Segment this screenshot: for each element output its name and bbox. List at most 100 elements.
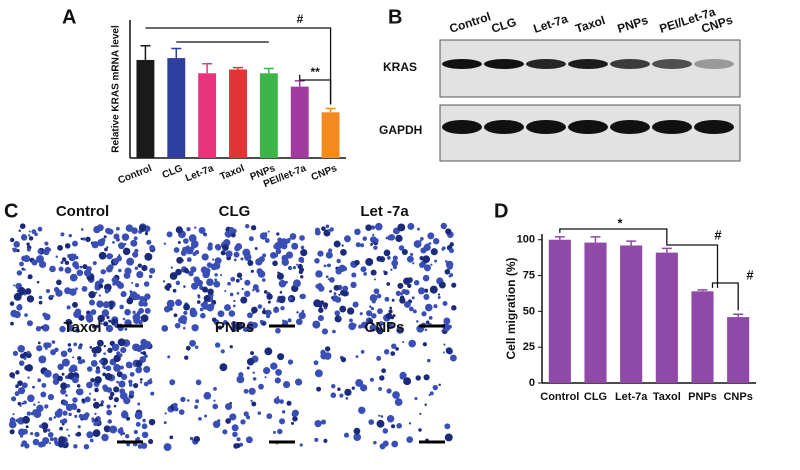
panel-letter: C bbox=[4, 200, 18, 222]
cell bbox=[118, 353, 123, 358]
y-axis-label: Cell migration (%) bbox=[504, 257, 518, 359]
cell bbox=[362, 236, 368, 241]
cell bbox=[207, 242, 213, 248]
cell bbox=[79, 265, 83, 269]
cell bbox=[302, 314, 305, 318]
cell bbox=[133, 229, 138, 234]
cell bbox=[144, 293, 151, 300]
blot-band bbox=[526, 59, 566, 69]
cell bbox=[111, 277, 118, 283]
cell bbox=[163, 242, 167, 245]
panel-letter: A bbox=[62, 6, 76, 28]
cell bbox=[373, 238, 379, 243]
cell bbox=[64, 243, 71, 249]
cell bbox=[441, 330, 444, 333]
cell bbox=[98, 294, 101, 297]
cell bbox=[229, 413, 237, 421]
cell bbox=[131, 281, 134, 285]
y-axis-label: Relative KRAS mRNA level bbox=[111, 25, 122, 153]
cell bbox=[243, 388, 249, 394]
x-tick-label: Let-7a bbox=[184, 163, 216, 184]
cell bbox=[261, 309, 267, 315]
cell bbox=[413, 279, 420, 286]
cell bbox=[220, 250, 226, 256]
cell bbox=[106, 246, 109, 249]
cell bbox=[169, 272, 178, 280]
cell bbox=[140, 351, 143, 354]
cell bbox=[278, 251, 281, 254]
cell bbox=[39, 441, 46, 448]
blot-band bbox=[694, 120, 734, 134]
x-tick-label: Taxol bbox=[218, 163, 246, 183]
blot-band bbox=[694, 59, 734, 69]
cell bbox=[124, 308, 131, 316]
cell bbox=[18, 287, 26, 295]
cell bbox=[417, 227, 420, 231]
cell bbox=[51, 294, 55, 298]
cell bbox=[66, 428, 69, 431]
cell bbox=[32, 385, 35, 389]
cell bbox=[133, 429, 139, 435]
cell bbox=[149, 267, 156, 274]
cell bbox=[275, 368, 282, 376]
blot-band bbox=[526, 120, 566, 134]
cell bbox=[427, 232, 435, 240]
cell bbox=[230, 232, 236, 238]
cell bbox=[313, 360, 319, 366]
cell bbox=[120, 347, 127, 354]
cell bbox=[128, 390, 135, 396]
micrograph bbox=[9, 223, 156, 334]
cell bbox=[285, 251, 294, 259]
cell bbox=[256, 268, 263, 275]
error-bar bbox=[202, 63, 213, 74]
cell bbox=[135, 360, 143, 368]
cell bbox=[200, 303, 205, 307]
cell bbox=[132, 251, 139, 258]
cell bbox=[104, 373, 113, 381]
cell bbox=[402, 340, 405, 344]
cell bbox=[314, 258, 320, 264]
cell bbox=[92, 261, 97, 266]
cell bbox=[264, 232, 268, 236]
row-label: GAPDH bbox=[379, 123, 422, 137]
cell bbox=[213, 399, 216, 402]
cell bbox=[73, 444, 78, 449]
cell bbox=[170, 266, 174, 269]
cell bbox=[175, 299, 183, 307]
cell bbox=[386, 282, 391, 286]
cell bbox=[19, 434, 24, 438]
cell bbox=[188, 234, 197, 243]
cell bbox=[74, 255, 79, 260]
cell bbox=[243, 411, 249, 417]
cell bbox=[378, 414, 381, 417]
blot-band bbox=[484, 59, 524, 69]
cell bbox=[143, 340, 152, 349]
error-bar bbox=[171, 47, 182, 59]
cell bbox=[39, 424, 43, 429]
x-tick-label: PNPs bbox=[688, 391, 717, 403]
cell bbox=[315, 284, 321, 289]
cell bbox=[94, 291, 98, 294]
cell bbox=[94, 412, 97, 416]
cell bbox=[373, 245, 378, 250]
bar bbox=[167, 58, 186, 158]
blot-band bbox=[652, 120, 692, 134]
cell bbox=[404, 289, 410, 296]
cell bbox=[365, 257, 374, 266]
cell bbox=[183, 310, 188, 316]
cell bbox=[291, 242, 299, 250]
cell bbox=[343, 432, 350, 438]
cell bbox=[258, 256, 265, 263]
cell bbox=[113, 386, 120, 393]
cell bbox=[18, 229, 22, 232]
cell bbox=[442, 246, 446, 250]
cell bbox=[142, 418, 146, 423]
cell bbox=[231, 424, 239, 432]
cell bbox=[396, 422, 402, 429]
cell bbox=[232, 304, 236, 308]
cell bbox=[101, 309, 110, 317]
cell bbox=[418, 428, 422, 432]
cell bbox=[186, 226, 191, 232]
cell bbox=[13, 310, 21, 319]
cell bbox=[269, 251, 277, 259]
